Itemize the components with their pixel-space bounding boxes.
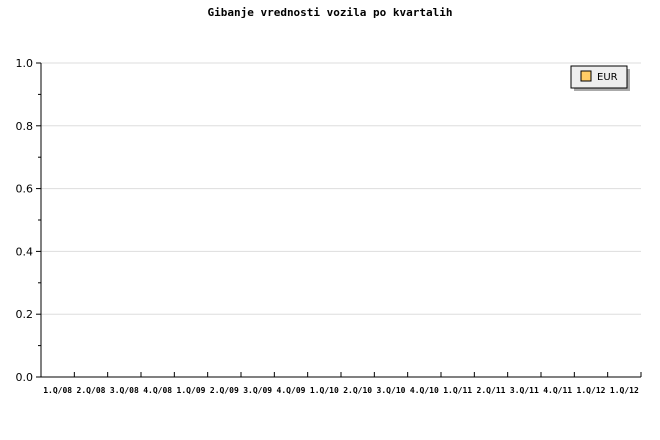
x-tick-label: 4.Q/10 (410, 386, 439, 395)
y-tick-label: 0.0 (16, 371, 34, 384)
x-tick-label: 2.Q/09 (210, 386, 239, 395)
x-tick-label: 4.Q/11 (543, 386, 572, 395)
x-tick-label: 1.Q/10 (310, 386, 339, 395)
x-tick-label: 2.Q/08 (77, 386, 106, 395)
x-tick-label: 1.Q/11 (443, 386, 472, 395)
x-tick-label: 4.Q/09 (277, 386, 306, 395)
x-tick-label: 3.Q/09 (243, 386, 272, 395)
x-tick-label: 1.Q/08 (43, 386, 72, 395)
y-tick-label: 0.4 (16, 245, 34, 258)
legend-label: EUR (597, 72, 618, 83)
y-tick-label: 0.6 (16, 183, 34, 196)
x-tick-label: 4.Q/08 (143, 386, 172, 395)
x-tick-label: 1.Q/12 (610, 386, 639, 395)
y-tick-label: 0.8 (16, 120, 34, 133)
x-tick-label: 2.Q/11 (477, 386, 506, 395)
x-tick-label: 1.Q/09 (177, 386, 206, 395)
legend-swatch (580, 70, 592, 82)
legend: EUR (570, 65, 630, 91)
x-tick-label: 3.Q/08 (110, 386, 139, 395)
x-tick-label: 1.Q/12 (577, 386, 606, 395)
x-tick-label: 2.Q/10 (343, 386, 372, 395)
chart-title: Gibanje vrednosti vozila po kvartalih (207, 6, 452, 19)
y-tick-label: 0.2 (16, 308, 34, 321)
x-tick-label: 3.Q/11 (510, 386, 539, 395)
x-tick-label: 3.Q/10 (377, 386, 406, 395)
y-tick-label: 1.0 (16, 57, 34, 70)
